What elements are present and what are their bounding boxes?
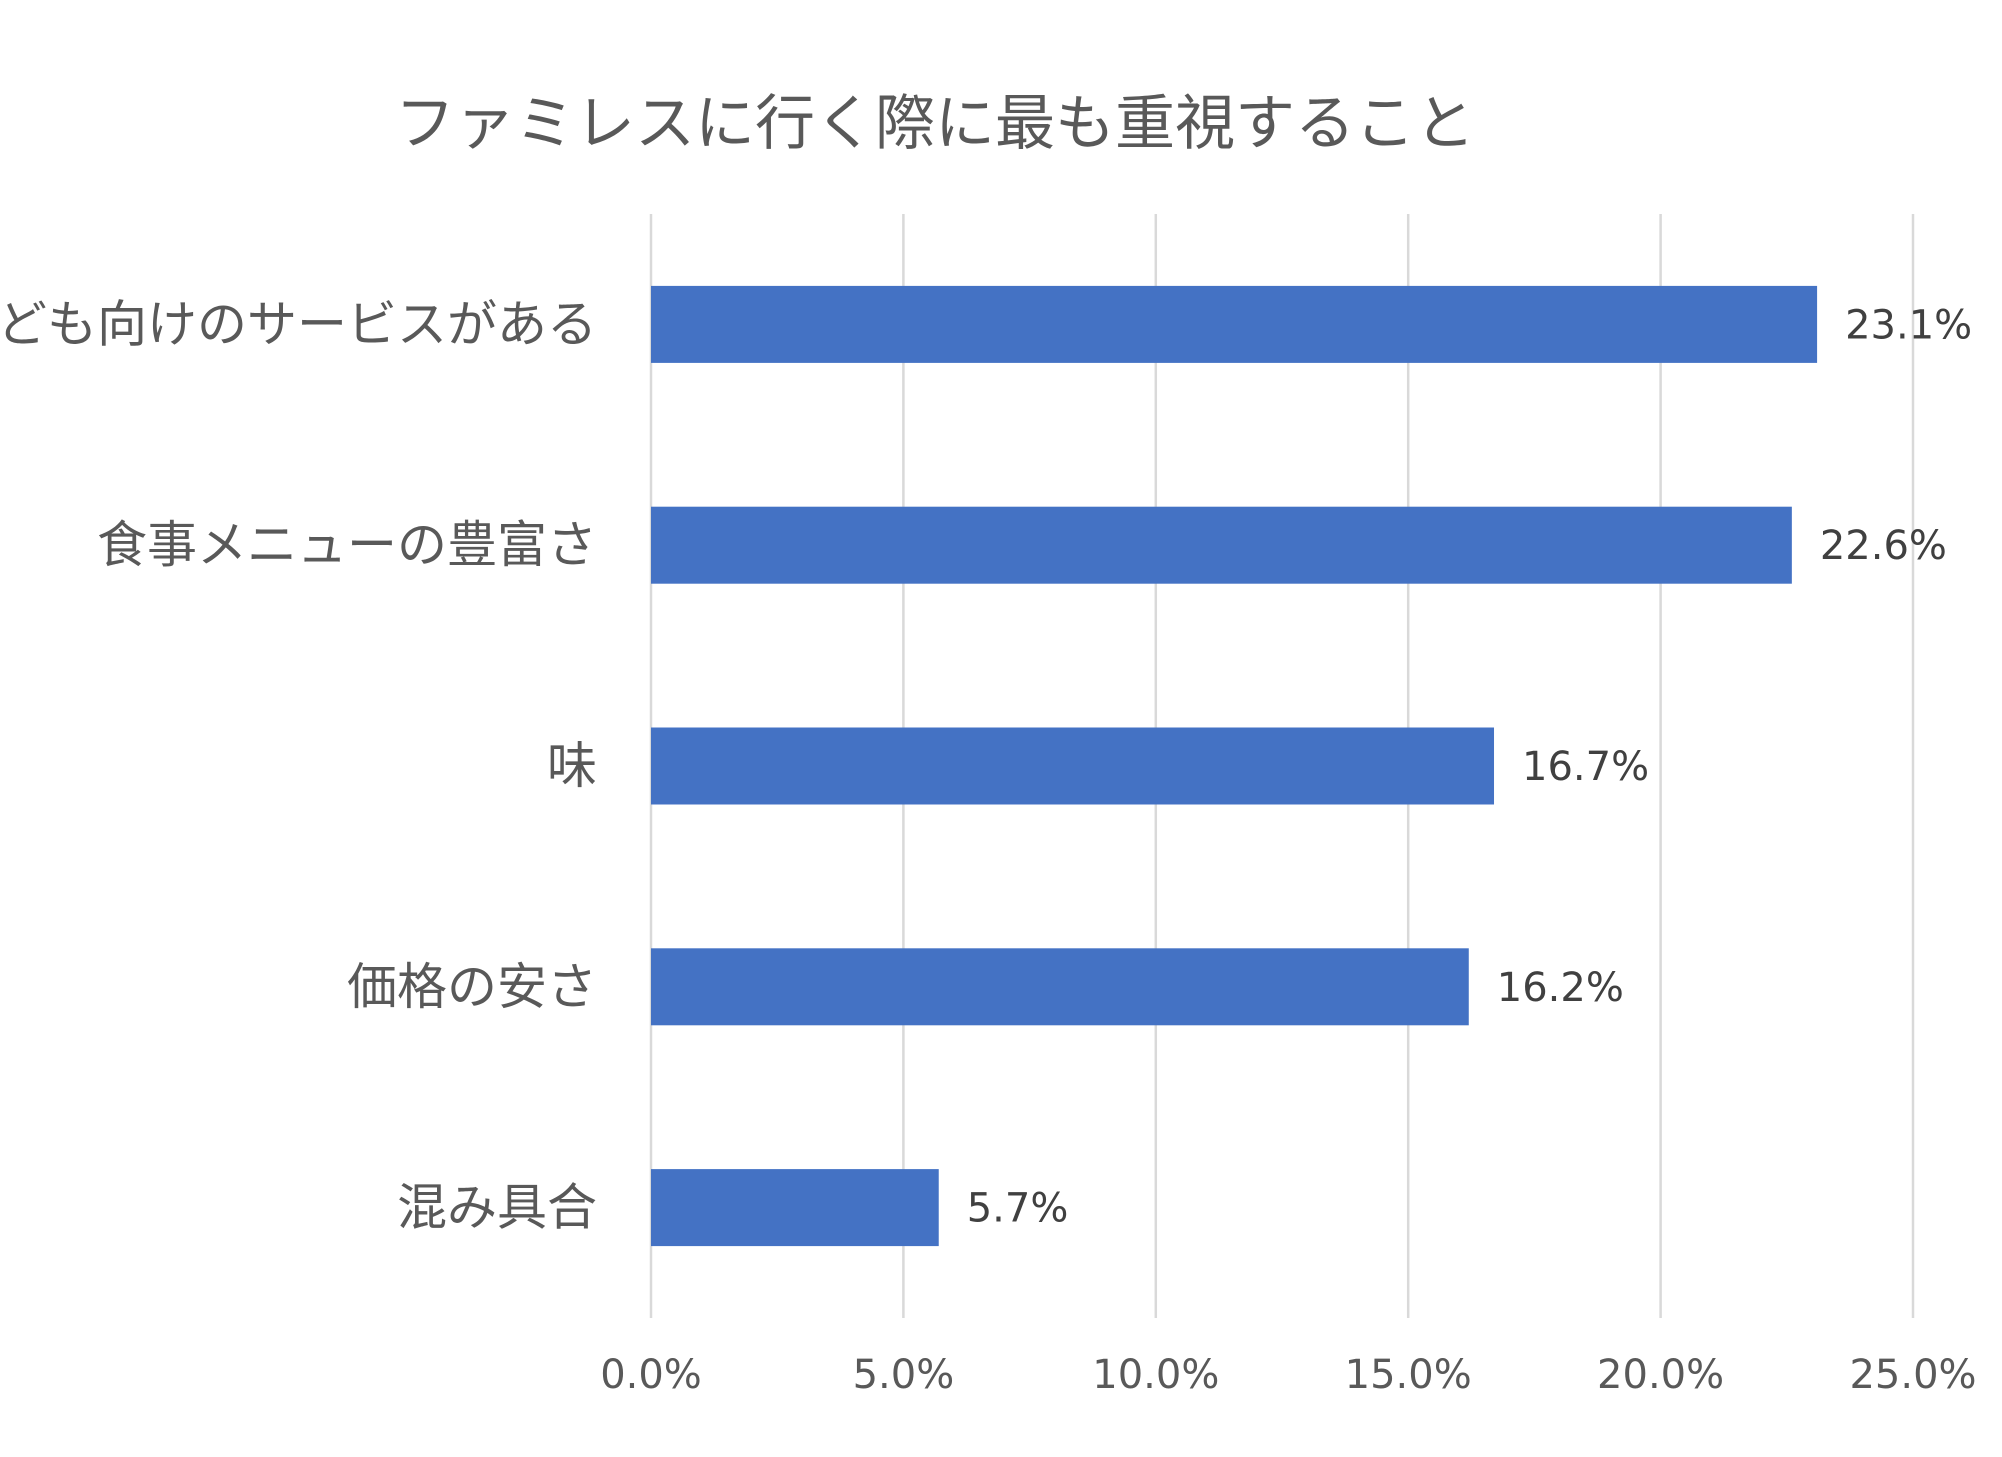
- chart-title: ファミレスに行く際に最も重視すること: [395, 89, 1475, 159]
- x-tick-label: 0.0%: [600, 1352, 702, 1398]
- bar: [651, 727, 1495, 805]
- x-axis-tick-labels: 0.0% 5.0% 10.0% 15.0% 20.0% 25.0%: [600, 1352, 1976, 1398]
- x-tick-label: 25.0%: [1849, 1352, 1976, 1398]
- x-tick-label: 5.0%: [853, 1352, 955, 1398]
- x-tick-label: 10.0%: [1092, 1352, 1219, 1398]
- x-tick-label: 15.0%: [1345, 1352, 1472, 1398]
- category-label: 価格の安さ: [347, 958, 597, 1016]
- bar: [651, 948, 1469, 1026]
- bars: [651, 285, 1818, 1247]
- data-label: 23.1%: [1845, 302, 1972, 348]
- data-labels: 23.1% 22.6% 16.7% 16.2% 5.7%: [967, 302, 1972, 1231]
- category-label: 食事メニューの豊富さ: [97, 516, 597, 574]
- category-label: 味: [547, 737, 597, 795]
- data-label: 22.6%: [1820, 523, 1947, 569]
- bar: [651, 506, 1792, 584]
- category-label: 混み具合: [397, 1179, 597, 1237]
- bar: [651, 285, 1818, 363]
- bar: [651, 1169, 939, 1247]
- data-label: 16.7%: [1522, 744, 1649, 790]
- data-label: 16.2%: [1497, 965, 1624, 1011]
- category-label: 子ども向けのサービスがある: [0, 295, 597, 353]
- data-label: 5.7%: [967, 1186, 1069, 1232]
- x-tick-label: 20.0%: [1597, 1352, 1724, 1398]
